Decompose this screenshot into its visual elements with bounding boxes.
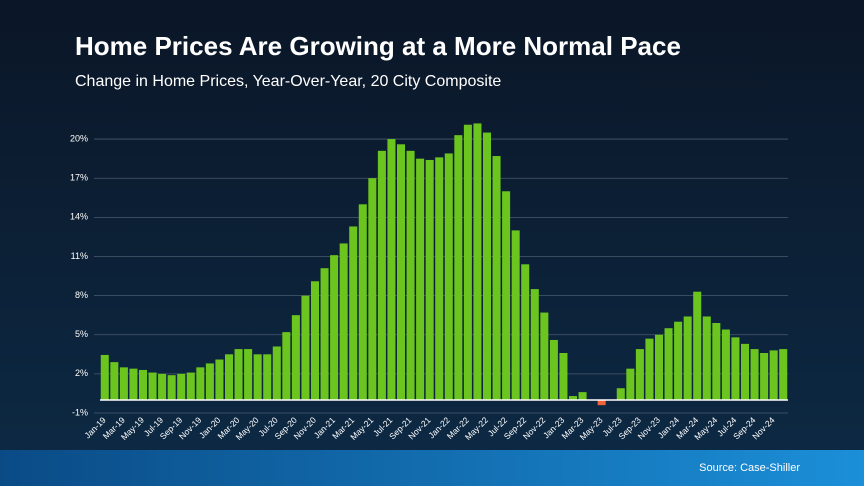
chart-subtitle: Change in Home Prices, Year-Over-Year, 2… <box>75 73 501 90</box>
bar <box>511 230 520 400</box>
bar <box>310 281 320 400</box>
bar <box>368 178 377 400</box>
bar <box>760 353 769 400</box>
bar <box>731 337 740 400</box>
y-tick-label: 20% <box>70 133 88 143</box>
bar <box>349 226 358 400</box>
y-tick-label: 14% <box>70 212 88 222</box>
bar <box>263 354 272 400</box>
bar <box>387 139 396 400</box>
bar <box>635 349 644 400</box>
bar <box>616 388 625 400</box>
bar <box>167 375 176 400</box>
y-tick-label: 2% <box>75 368 88 378</box>
bar <box>158 373 167 400</box>
bar <box>138 369 148 400</box>
bar <box>205 363 214 400</box>
bar <box>769 350 778 400</box>
bar <box>454 135 463 400</box>
bar <box>721 329 730 400</box>
bar <box>568 396 578 400</box>
y-tick-label: 11% <box>71 251 88 261</box>
bar <box>291 315 300 400</box>
bar <box>425 159 434 400</box>
bar <box>702 316 711 400</box>
bar <box>597 399 606 406</box>
bar <box>272 346 281 400</box>
bar <box>330 255 339 400</box>
bar <box>626 368 635 400</box>
source: Source: Case-Shiller <box>699 462 800 474</box>
bar <box>540 312 549 400</box>
bar <box>435 157 444 400</box>
bar <box>100 354 109 400</box>
y-tick-label: 5% <box>75 329 88 339</box>
bar <box>463 124 472 400</box>
bar <box>244 349 253 400</box>
bar <box>779 349 788 400</box>
bar <box>339 243 348 400</box>
y-tick-label: 17% <box>70 173 88 183</box>
bar <box>559 353 568 400</box>
bar <box>177 373 186 400</box>
bar <box>377 150 386 400</box>
bar <box>645 338 654 400</box>
bar <box>396 144 406 400</box>
bar <box>416 158 425 400</box>
bar <box>530 289 539 400</box>
bar <box>148 372 157 400</box>
bar <box>215 359 224 400</box>
bar <box>358 204 367 400</box>
bar <box>224 354 234 400</box>
bar <box>502 191 511 400</box>
bar <box>674 321 683 400</box>
bar <box>406 150 415 400</box>
bar <box>712 323 721 400</box>
bar <box>320 268 329 400</box>
bar <box>253 354 262 400</box>
bar <box>683 316 692 400</box>
bar <box>196 367 205 400</box>
y-tick-label: -1% <box>72 407 88 417</box>
bar <box>282 332 291 400</box>
bar <box>444 153 453 400</box>
bar <box>234 349 243 400</box>
bar <box>521 264 530 400</box>
bar <box>693 291 702 400</box>
bar <box>654 334 664 400</box>
bar <box>549 339 558 400</box>
chart-title: Home Prices Are Growing at a More Normal… <box>75 31 681 61</box>
bar <box>578 392 587 400</box>
bar <box>740 343 750 400</box>
bar <box>664 328 673 400</box>
y-tick-label: 8% <box>75 290 88 300</box>
bar <box>119 367 128 400</box>
bar <box>750 349 759 400</box>
bar <box>129 368 138 400</box>
bar <box>492 156 501 400</box>
bar <box>110 362 119 400</box>
bar <box>186 372 195 400</box>
bar <box>482 132 492 400</box>
bar <box>301 295 310 400</box>
bar <box>473 123 482 400</box>
footer-bar <box>0 450 864 486</box>
